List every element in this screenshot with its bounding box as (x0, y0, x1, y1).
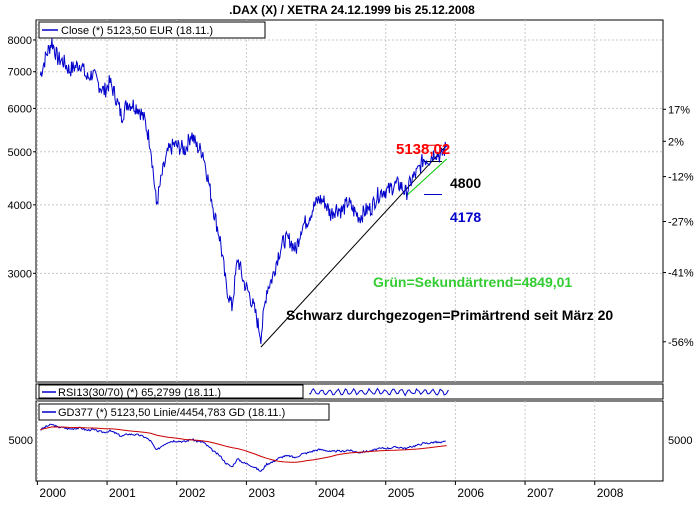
gd-panel-frame (35, 400, 664, 482)
x-tick-label-2001: 2001 (109, 486, 136, 500)
main-left-axis: 8000 7000 6000 5000 4000 3000 (8, 35, 36, 280)
rsi-legend-box (38, 384, 304, 399)
gd-close-line (40, 423, 446, 472)
left-tick-label-6000: 6000 (8, 103, 32, 115)
main-grid (36, 20, 663, 382)
rsi-series-line (309, 387, 449, 397)
rsi-legend-label: RSI13(30/70) (*) 65,2799 (18.11.) (58, 387, 221, 399)
right-tick-label-17%: 17% (668, 104, 690, 116)
annotation-primary-trend: Schwarz durchgezogen=Primärtrend seit Mä… (286, 307, 613, 323)
annotation-green-trend: Grün=Sekundärtrend=4849,01 (373, 274, 572, 290)
right-tick-label--41%: -41% (668, 268, 694, 280)
x-tick-label-2003: 2003 (248, 486, 275, 500)
chart-title: .DAX (X) / XETRA 24.12.1999 bis 25.12.20… (229, 3, 475, 17)
x-tick-label-2005: 2005 (388, 486, 415, 500)
x-tick-label-2007: 2007 (527, 486, 554, 500)
close-series-line (39, 38, 448, 345)
x-tick-label-2004: 2004 (318, 486, 345, 500)
left-tick-label-8000: 8000 (8, 35, 32, 47)
trendline-primary (260, 144, 448, 348)
gd-legend-label: GD377 (*) 5123,50 Linie/4454,783 GD (18.… (58, 407, 285, 419)
gd-left-tick-5000: 5000 (9, 435, 33, 447)
gd-right-tick-5000: 5000 (668, 435, 692, 447)
left-tick-label-5000: 5000 (8, 147, 32, 159)
x-axis: 2000 2001 2002 2003 2004 2005 2006 2007 2008 (36, 481, 624, 500)
annotation-price-high: 5138,02 (396, 141, 450, 158)
rsi-panel-frame (35, 383, 664, 400)
trendlines (260, 144, 448, 348)
x-tick-label-2008: 2008 (597, 486, 624, 500)
main-panel-frame (35, 19, 664, 383)
annotation-level-4800: 4800 (450, 175, 481, 191)
main-legend-box (38, 21, 266, 39)
x-tick-label-2000: 2000 (39, 486, 66, 500)
main-right-axis: 17% 2% -12% -27% -41% -56% (663, 104, 694, 349)
trendline-secondary (405, 158, 448, 197)
x-tick-label-2006: 2006 (457, 486, 484, 500)
left-tick-label-3000: 3000 (8, 268, 32, 280)
annotation-level-4178: 4178 (450, 209, 481, 225)
main-legend-label: Close (*) 5123,50 EUR (18.11.) (61, 25, 213, 37)
x-tick-label-2002: 2002 (179, 486, 206, 500)
right-tick-label--27%: -27% (668, 217, 694, 229)
right-tick-label--12%: -12% (668, 172, 694, 184)
gd-average-line (40, 426, 447, 463)
gd-legend-box (38, 403, 330, 421)
left-tick-label-4000: 4000 (8, 200, 32, 212)
left-tick-label-7000: 7000 (8, 67, 32, 79)
right-tick-label--56%: -56% (668, 337, 694, 349)
right-tick-label-2%: 2% (668, 136, 684, 148)
